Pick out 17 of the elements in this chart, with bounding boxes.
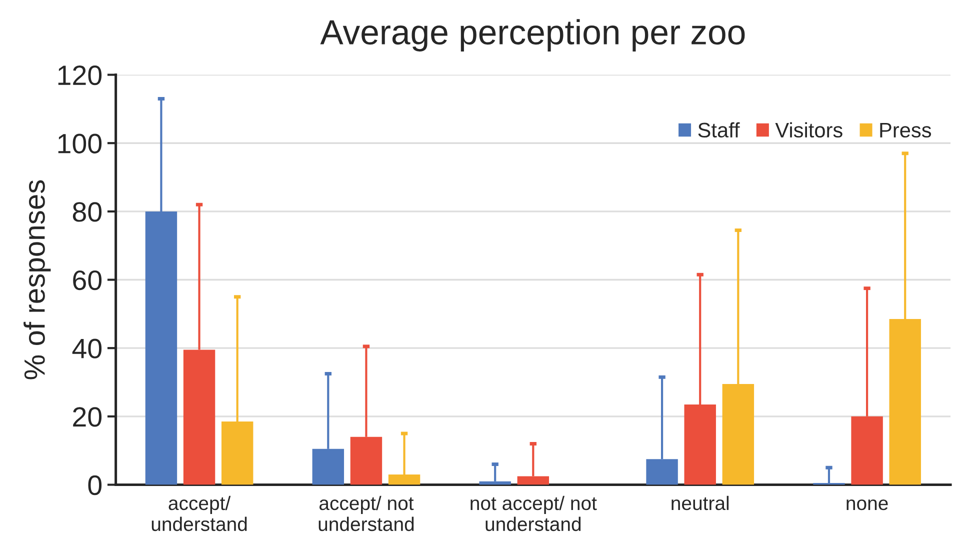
legend-label: Press [880, 123, 932, 138]
y-tick-label: 40 [72, 338, 102, 358]
y-tick-label: 60 [73, 270, 102, 290]
x-tick-label: accept/ understand [152, 496, 247, 532]
legend-label: Visitors [775, 122, 842, 138]
y-tick-label: 120 [58, 65, 102, 86]
chart-title: Average perception per zoo [320, 19, 745, 52]
y-tick-label: 100 [58, 134, 102, 154]
legend-label: Staff [698, 122, 740, 138]
y-tick-label: 0 [88, 475, 102, 496]
x-tick-label: none [846, 499, 888, 510]
x-tick-label: accept/ not understand [318, 496, 414, 532]
y-axis-title: % of responses [24, 180, 51, 380]
y-tick-label: 20 [73, 407, 102, 427]
y-tick-label: 80 [72, 202, 102, 222]
x-tick-label: neutral [672, 496, 729, 510]
x-tick-label: not accept/ not understand [470, 496, 597, 532]
